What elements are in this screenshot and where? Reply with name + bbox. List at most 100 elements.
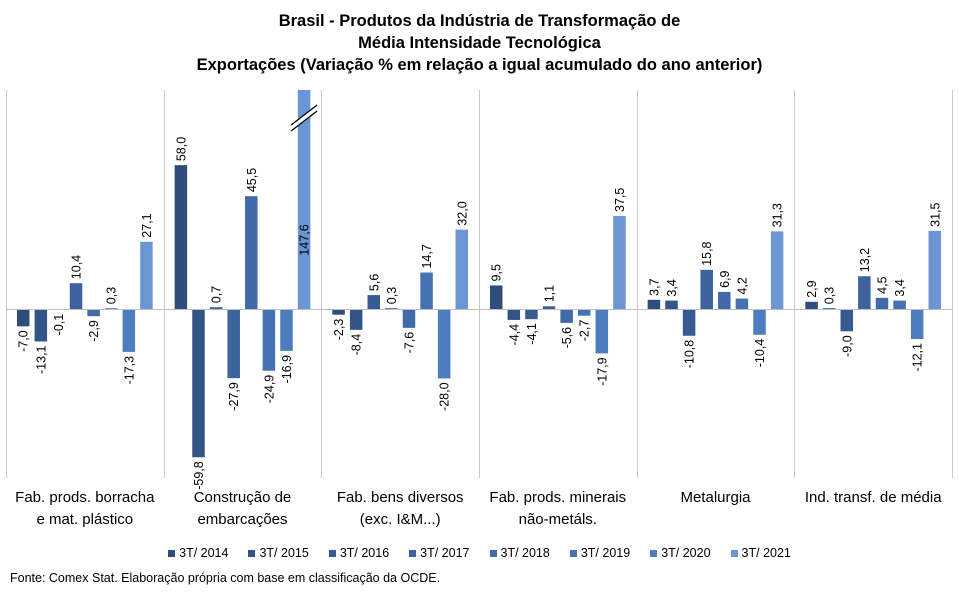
axis-break-line <box>290 110 318 132</box>
data-label: 14,7 <box>420 244 434 268</box>
bar <box>34 309 48 342</box>
legend-swatch <box>248 549 256 557</box>
category-label-line: não-metáls. <box>518 511 597 528</box>
data-label: -13,1 <box>34 345 48 374</box>
legend-swatch <box>569 549 577 557</box>
bar <box>682 309 696 336</box>
bar <box>507 309 521 320</box>
data-label: 6,9 <box>718 270 732 287</box>
bar <box>577 309 591 316</box>
bar <box>928 230 942 309</box>
bar <box>122 309 136 352</box>
category-label-line: Construção de <box>193 489 292 506</box>
legend-label: 3T/ 2018 <box>500 546 550 560</box>
bar <box>700 269 713 309</box>
data-label: -9,0 <box>840 335 854 357</box>
data-label: 5,6 <box>367 274 381 291</box>
category-label: Ind. transf. de média <box>794 487 952 509</box>
data-label: 15,8 <box>700 241 714 265</box>
bar <box>367 295 381 309</box>
category-label-line: Fab. prods. minerais <box>489 489 627 506</box>
data-label: 10,4 <box>70 255 84 279</box>
legend-label: 3T/ 2017 <box>420 546 470 560</box>
bar <box>875 297 889 309</box>
bar <box>735 298 749 309</box>
data-label: -2,9 <box>87 320 101 342</box>
data-label: -12,1 <box>911 343 925 372</box>
bar <box>647 299 661 309</box>
data-label: 45,5 <box>245 168 259 192</box>
bar <box>385 308 398 309</box>
data-label: 0,3 <box>105 287 119 304</box>
chart-title-line-3: Exportações (Variação % em relação a igu… <box>196 56 763 74</box>
data-label: -8,4 <box>350 334 364 356</box>
bar <box>16 309 30 327</box>
legend-swatch <box>409 549 417 557</box>
data-label: 37,5 <box>613 188 627 212</box>
bar <box>893 300 906 309</box>
bar <box>297 90 311 309</box>
data-label: 4,2 <box>735 277 749 294</box>
bar <box>349 309 363 330</box>
legend-item: 3T/ 2017 <box>409 546 470 560</box>
data-label: -16,9 <box>280 355 294 384</box>
legend-swatch <box>489 549 497 557</box>
bar <box>489 285 503 309</box>
legend-item: 3T/ 2015 <box>248 546 309 560</box>
data-label: -7,6 <box>402 332 416 354</box>
data-label: 147,6 <box>298 224 312 255</box>
data-label: -4,1 <box>525 323 539 345</box>
category-label-line: Metalurgia <box>680 489 751 506</box>
bar <box>420 272 433 309</box>
bar <box>910 309 924 340</box>
bar <box>455 229 469 309</box>
category-label: Metalurgia <box>637 487 795 509</box>
category-label: Fab. prods. borracha e mat. plástico <box>6 487 164 531</box>
bar-chart: -7,0 58,0 -2,3 9,5 3,7 2,9 -13,1 -59,8 -8,4 -4,4 3… <box>6 90 953 490</box>
data-label: -10,8 <box>683 340 697 369</box>
category-label-line: Fab. bens diversos <box>336 489 464 506</box>
source-note: Fonte: Comex Stat. Elaboração própria co… <box>10 571 441 585</box>
category-label-line: embarcações <box>197 511 288 528</box>
category-label: Fab. bens diversos (exc. I&M...) <box>321 487 479 531</box>
legend-swatch <box>730 549 738 557</box>
category-label-line: e mat. plástico <box>36 511 134 528</box>
data-label: 27,1 <box>140 213 154 237</box>
legend-item: 3T/ 2020 <box>650 546 711 560</box>
bar <box>595 309 609 354</box>
data-label: 0,3 <box>823 287 837 304</box>
category-label-line: Ind. transf. de média <box>804 489 942 506</box>
legend-item: 3T/ 2014 <box>168 546 228 560</box>
data-label: -24,9 <box>262 375 276 404</box>
data-label: 9,5 <box>490 264 504 281</box>
bar <box>770 231 784 309</box>
data-label: 31,3 <box>771 203 785 227</box>
bar <box>840 309 854 332</box>
data-label: -7,0 <box>17 330 31 352</box>
legend-item: 3T/ 2019 <box>569 546 631 560</box>
data-label: 4,5 <box>875 276 889 293</box>
axis-break-gap <box>289 105 319 131</box>
legend-label: 3T/ 2014 <box>179 546 229 560</box>
bar <box>402 309 416 328</box>
bar <box>104 308 118 309</box>
data-label: -10,4 <box>753 339 767 368</box>
chart-title-line-1: Brasil - Produtos da Indústria de Transf… <box>278 12 681 30</box>
legend-label: 3T/ 2016 <box>339 546 390 560</box>
legend: 3T/ 2014 3T/ 2015 3T/ 2016 3T/ 2017 3T/ 2018… <box>0 546 959 560</box>
bar <box>140 241 153 309</box>
data-label: 3,4 <box>893 279 907 296</box>
data-label: -27,9 <box>227 382 241 411</box>
legend-label: 3T/ 2019 <box>580 546 631 560</box>
bar <box>858 276 871 309</box>
bar <box>613 216 626 309</box>
data-label: 58,0 <box>174 137 188 161</box>
legend-swatch <box>650 549 658 557</box>
legend-item: 3T/ 2018 <box>489 546 550 560</box>
legend-label: 3T/ 2020 <box>661 546 711 560</box>
data-label: -17,3 <box>122 356 136 385</box>
bar <box>209 307 223 309</box>
bar <box>192 309 205 458</box>
bar <box>69 283 83 309</box>
legend-swatch <box>168 549 176 557</box>
